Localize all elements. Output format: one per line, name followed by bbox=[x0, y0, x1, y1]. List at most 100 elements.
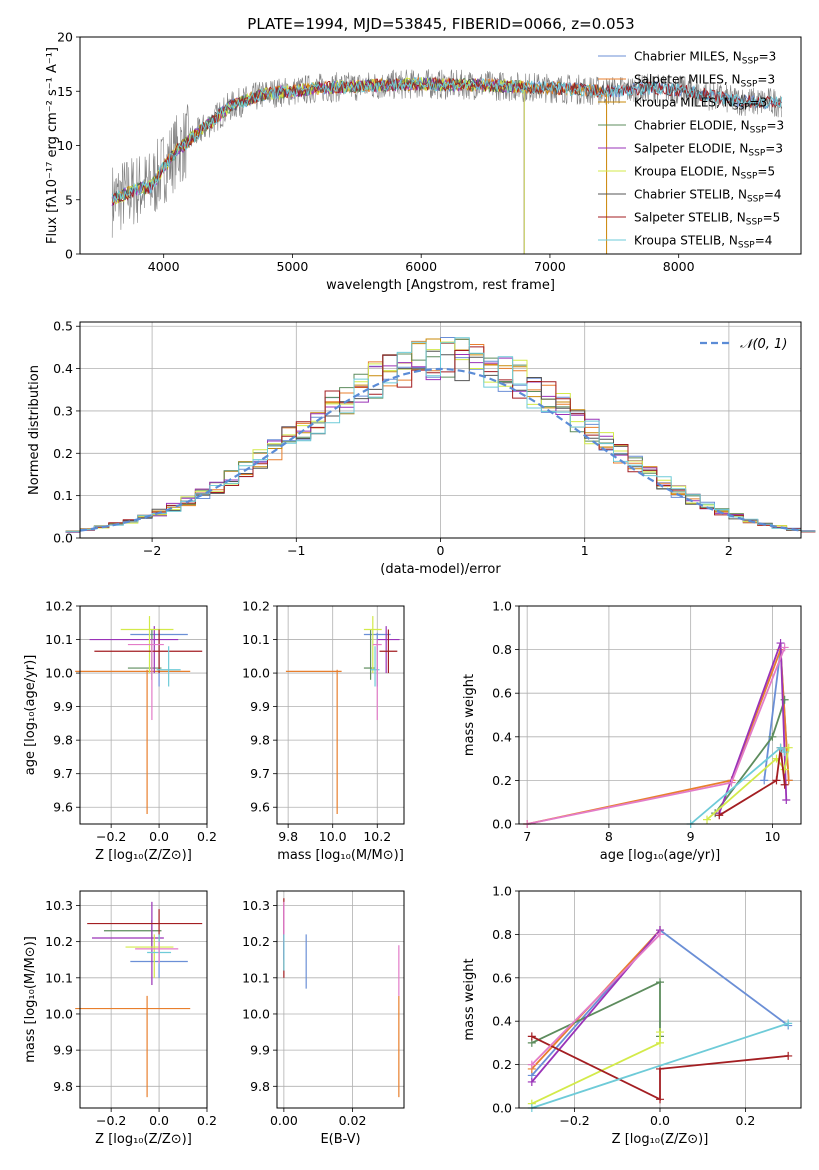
legend-label: Salpeter STELIB, NSSP=5 bbox=[634, 211, 780, 228]
x-tick-label: 0.2 bbox=[197, 829, 217, 844]
x-tick-label: 10.2 bbox=[363, 829, 391, 844]
plot-area bbox=[285, 616, 400, 814]
panel-spectrum: 4000 5000 6000 7000 8000 0 5 10 15 20 wavelength [… bbox=[45, 30, 802, 293]
weight-point bbox=[780, 780, 789, 789]
legend-label: Salpeter ELODIE, NSSP=3 bbox=[634, 142, 783, 159]
weight-point bbox=[656, 1038, 664, 1047]
axes-frame bbox=[276, 890, 405, 1109]
axes-frame bbox=[79, 605, 208, 825]
y-tick-label: 5 bbox=[65, 192, 73, 207]
x-tick-label: −1 bbox=[287, 543, 305, 558]
y-tick-label: 10 bbox=[57, 138, 73, 153]
legend-label: Kroupa STELIB, NSSP=4 bbox=[634, 234, 772, 251]
y-tick-label: 0.0 bbox=[492, 1101, 512, 1116]
y-tick-label: 9.9 bbox=[250, 699, 270, 714]
y-tick-label: 0.2 bbox=[53, 446, 73, 461]
y-tick-label: 10.1 bbox=[242, 632, 270, 647]
x-tick-label: 0.0 bbox=[149, 829, 169, 844]
y-tick-label: 9.8 bbox=[250, 733, 270, 748]
x-tick-label: −0.2 bbox=[96, 1113, 126, 1128]
weight-point bbox=[656, 1028, 664, 1037]
panel-weight_vs_Z: −0.2 0.0 0.2 0.0 0.2 0.4 0.6 0.8 1.0 Z [log₁₀(Z/Z… bbox=[462, 884, 802, 1147]
model-series-9 bbox=[111, 76, 783, 203]
y-tick-label: 0.5 bbox=[53, 319, 73, 334]
x-tick-label: 2 bbox=[725, 543, 733, 558]
y-tick-label: 0.3 bbox=[53, 403, 73, 418]
panel-mass_vs_ebv: 0.00 0.02 9.8 9.9 10.0 10.1 10.2 10.3 E(B-V) bbox=[242, 890, 405, 1147]
axes-frame bbox=[79, 890, 208, 1109]
weight-point bbox=[656, 1095, 664, 1104]
y-tick-label: 9.8 bbox=[53, 733, 73, 748]
axes-frame bbox=[79, 321, 802, 539]
y-axis-label: age [log₁₀(age/yr)] bbox=[23, 655, 38, 776]
x-tick-label: 6000 bbox=[405, 259, 437, 274]
panel-age_vs_Z: −0.2 0.0 0.2 9.6 9.7 9.8 9.9 10.0 10.1 10.2 Z [log… bbox=[23, 599, 217, 864]
y-tick-label: 0.4 bbox=[492, 729, 512, 744]
y-tick-label: 0.4 bbox=[492, 1014, 512, 1029]
plot-area bbox=[527, 926, 793, 1112]
axes-frame bbox=[518, 605, 802, 825]
y-tick-label: 9.7 bbox=[53, 766, 73, 781]
weight-series-3 bbox=[531, 980, 661, 1044]
y-tick-label: 10.0 bbox=[242, 1006, 270, 1021]
legend-label: Chabrier MILES, NSSP=3 bbox=[634, 50, 776, 67]
plot-area bbox=[111, 69, 783, 254]
weight-series-8 bbox=[531, 933, 661, 1066]
weight-point bbox=[776, 639, 785, 648]
legend: Chabrier MILES, NSSP=3 Salpeter MILES, NS… bbox=[598, 50, 784, 251]
legend-label: Salpeter MILES, NSSP=3 bbox=[634, 73, 775, 90]
y-tick-label: 9.6 bbox=[250, 800, 270, 815]
panel-weight_vs_age: 7 8 9 10 0.0 0.2 0.4 0.6 0.8 1.0 age [log₁₀(age/yr… bbox=[462, 599, 802, 863]
plot-area bbox=[523, 639, 793, 828]
y-tick-label: 0.0 bbox=[492, 817, 512, 832]
y-tick-label: 10.0 bbox=[45, 1006, 73, 1021]
x-tick-label: 0.00 bbox=[270, 1113, 298, 1128]
model-series-7 bbox=[111, 76, 783, 203]
legend-label: Kroupa MILES, NSSP=3 bbox=[634, 96, 767, 113]
y-axis-label: mass weight bbox=[462, 674, 477, 756]
model-series-4 bbox=[111, 75, 525, 254]
plot-area bbox=[283, 898, 400, 1098]
legend-label: Chabrier STELIB, NSSP=4 bbox=[634, 188, 782, 205]
data-spectrum bbox=[111, 69, 782, 238]
weight-point bbox=[780, 643, 789, 652]
axes-frame bbox=[518, 890, 802, 1109]
weight-point bbox=[768, 732, 777, 741]
model-series-3 bbox=[111, 77, 608, 254]
y-tick-label: 0.2 bbox=[492, 773, 512, 788]
x-axis-label: Z [log₁₀(Z/Z⊙)] bbox=[95, 848, 192, 863]
x-tick-label: −2 bbox=[143, 543, 161, 558]
y-tick-label: 0.0 bbox=[53, 531, 73, 546]
x-tick-label: −0.2 bbox=[559, 1113, 589, 1128]
spectrum-lines bbox=[111, 69, 783, 254]
weight-point bbox=[527, 1060, 536, 1069]
x-tick-label: 10 bbox=[764, 829, 780, 844]
model-series-8 bbox=[111, 77, 783, 206]
y-tick-label: 9.9 bbox=[53, 699, 73, 714]
y-tick-label: 10.1 bbox=[45, 632, 73, 647]
x-tick-label: 8 bbox=[605, 829, 613, 844]
figure-title: PLATE=1994, MJD=53845, FIBERID=0066, z=0… bbox=[247, 15, 634, 33]
weight-series-6 bbox=[718, 747, 786, 817]
y-tick-label: 0.8 bbox=[492, 927, 512, 942]
x-tick-label: 0.2 bbox=[197, 1113, 217, 1128]
y-tick-label: 10.2 bbox=[45, 934, 73, 949]
weight-point bbox=[727, 778, 736, 787]
y-tick-label: 1.0 bbox=[492, 599, 512, 614]
y-tick-label: 0.1 bbox=[53, 488, 73, 503]
y-tick-label: 10.2 bbox=[45, 599, 73, 614]
y-tick-label: 10.2 bbox=[242, 599, 270, 614]
y-tick-label: 10.2 bbox=[242, 934, 270, 949]
weight-point bbox=[780, 765, 789, 774]
normal-reference-curve bbox=[79, 367, 802, 532]
weight-series-2 bbox=[527, 649, 790, 825]
y-tick-label: 9.9 bbox=[53, 1043, 73, 1058]
weight-point bbox=[527, 1077, 536, 1086]
weight-series-7 bbox=[531, 1022, 789, 1109]
axes-frame bbox=[79, 36, 802, 255]
weight-point bbox=[784, 1019, 793, 1028]
x-tick-label: −0.2 bbox=[96, 829, 126, 844]
weight-series-6 bbox=[531, 1035, 789, 1101]
y-tick-label: 0.2 bbox=[492, 1057, 512, 1072]
